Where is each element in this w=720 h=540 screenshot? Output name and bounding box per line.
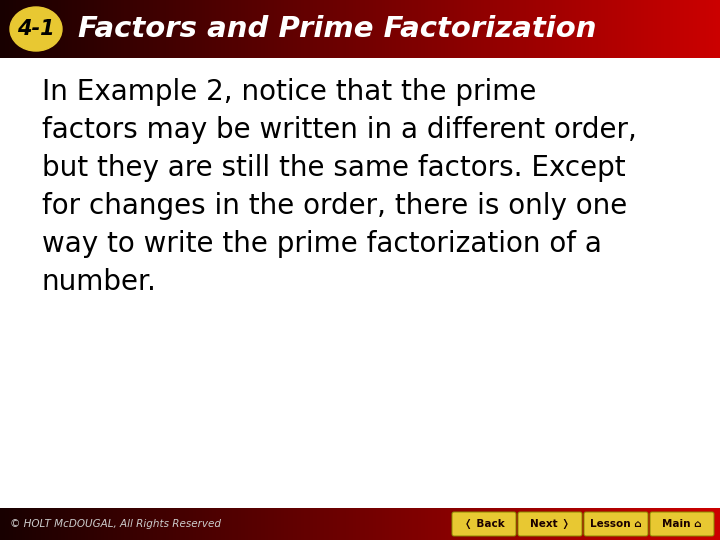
Ellipse shape [10,7,62,51]
FancyBboxPatch shape [584,512,648,536]
Text: In Example 2, notice that the prime
factors may be written in a different order,: In Example 2, notice that the prime fact… [42,78,637,295]
Text: 4-1: 4-1 [17,19,55,39]
Text: Next ❭: Next ❭ [530,519,570,529]
Text: Lesson ⌂: Lesson ⌂ [590,519,642,529]
Text: © HOLT McDOUGAL, All Rights Reserved: © HOLT McDOUGAL, All Rights Reserved [10,519,221,529]
Text: Factors and Prime Factorization: Factors and Prime Factorization [78,15,596,43]
Text: ❬ Back: ❬ Back [464,519,505,529]
FancyBboxPatch shape [452,512,516,536]
FancyBboxPatch shape [650,512,714,536]
Text: Main ⌂: Main ⌂ [662,519,702,529]
FancyBboxPatch shape [518,512,582,536]
